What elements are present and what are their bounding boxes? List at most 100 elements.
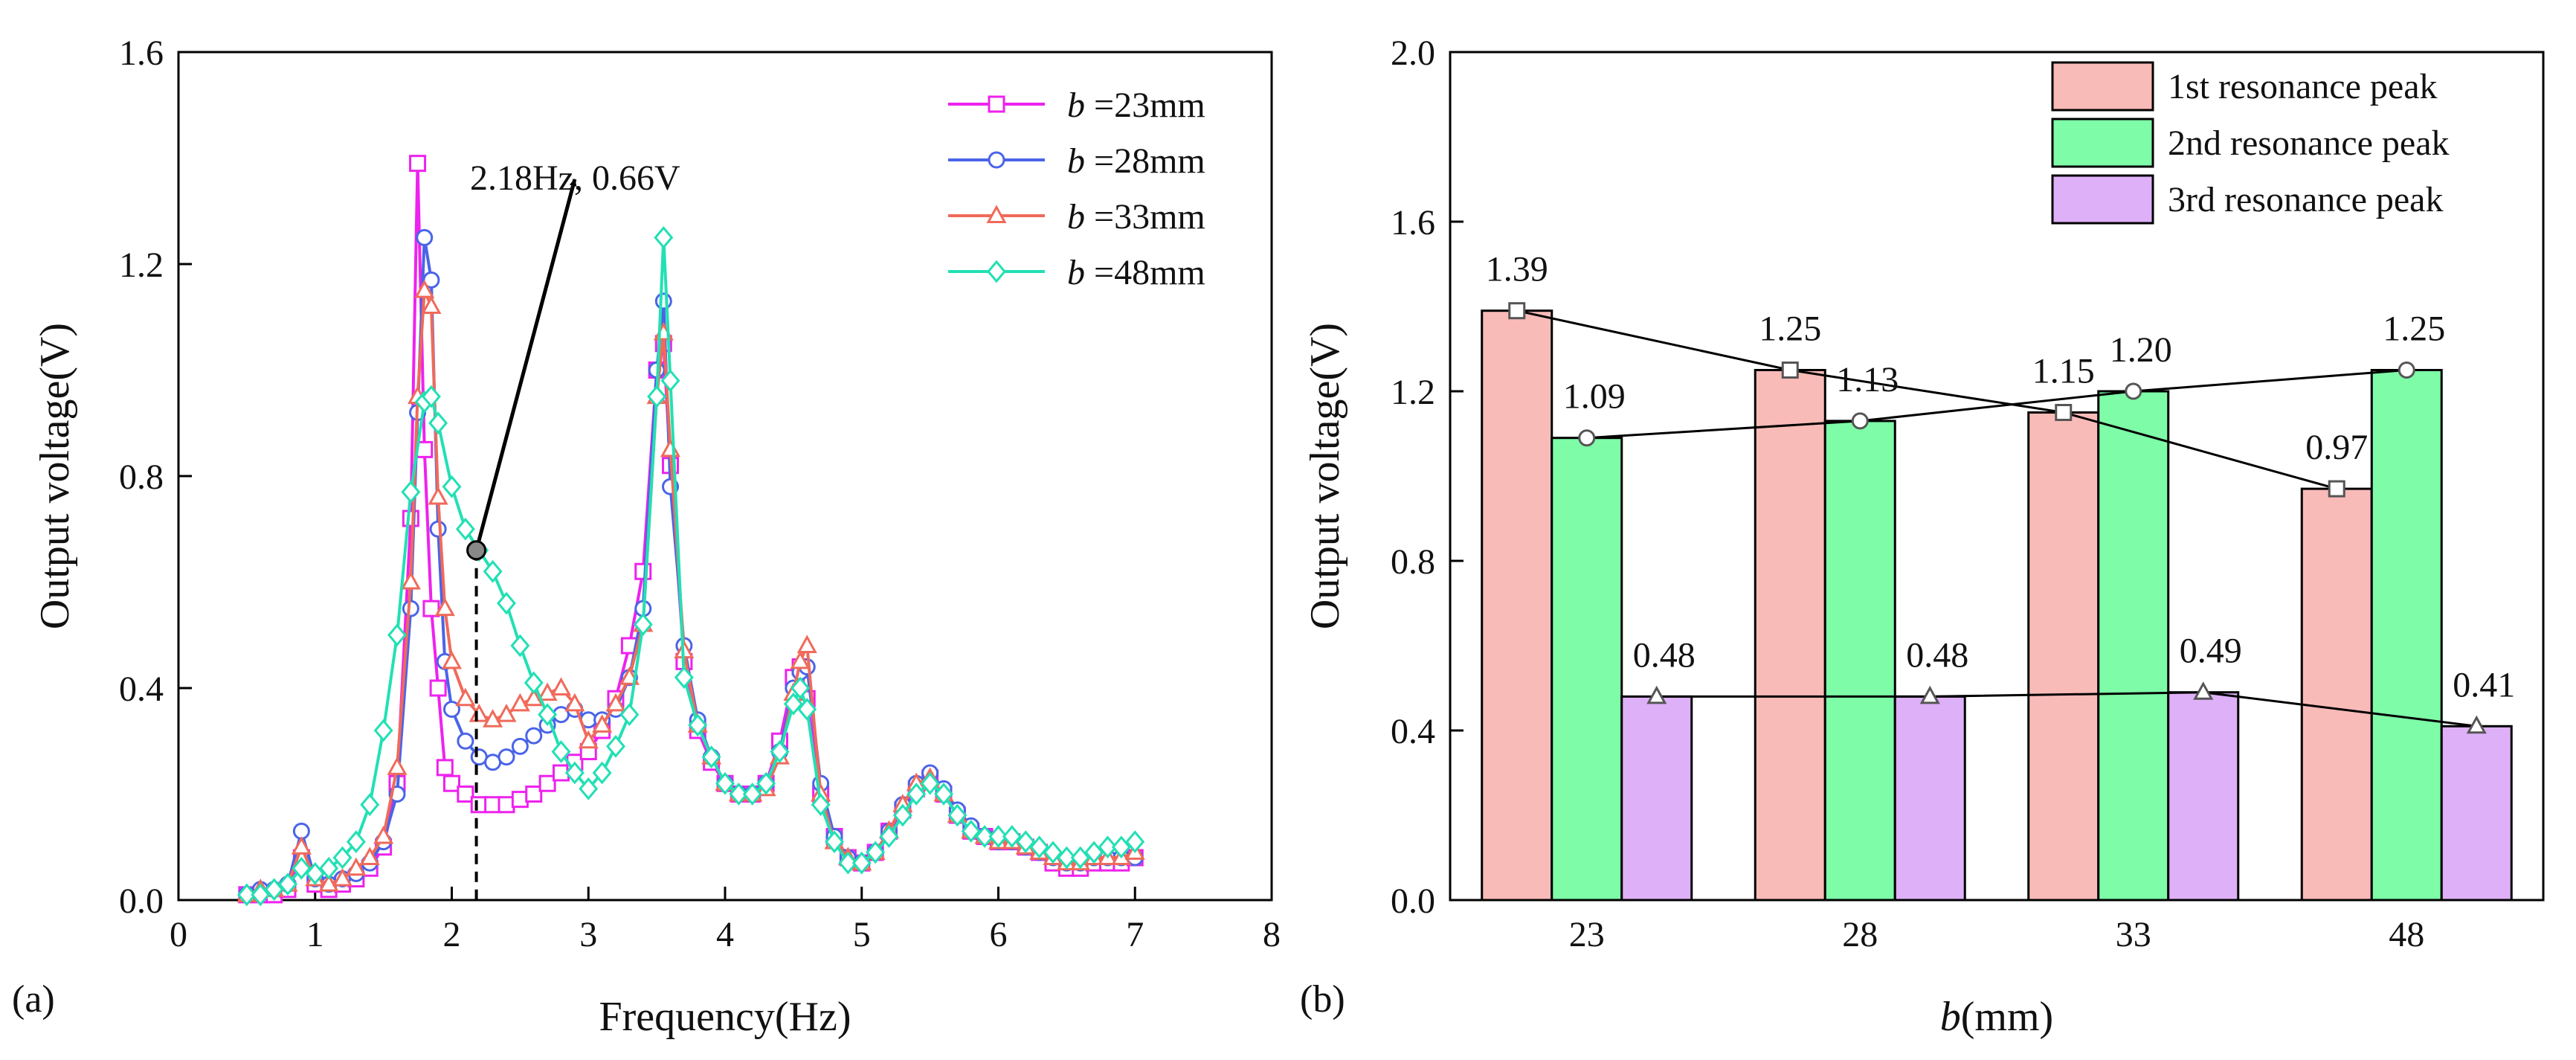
legend-entry-a: b =48mm [948,253,1205,292]
trend-point [1646,685,1667,704]
legend-label-var: b [1067,253,1085,292]
trend-point [2466,715,2487,734]
y-tick-label-b: 0.4 [1391,712,1435,751]
series-point [551,740,571,763]
trend-lines-group-b [1508,302,2487,734]
bar-2-33 [2097,390,2170,902]
trend-point [1508,302,1526,320]
series-point [825,830,844,853]
series-point [892,803,912,827]
series-point [497,591,516,615]
legend-label-a: b =48mm [1067,253,1205,292]
x-tick-label-a: 8 [1263,915,1281,954]
bar-3-33 [2167,691,2240,902]
legend-label-var: b [1067,86,1085,125]
legend-label-var: b [1067,197,1085,237]
series-point [660,369,680,393]
bar-1-23 [1481,309,1553,902]
series-point [524,687,544,707]
data-labels-group-b: 1.39 1.25 1.15 0.97 1.09 1.13 1.20 1.25 0.48 0.48… [1486,250,2516,705]
series-point [332,867,353,887]
series-point [578,730,599,749]
y-tick-label-b: 2.0 [1391,33,1435,73]
series-point [538,774,556,792]
series-point [402,600,419,617]
series-line [246,236,1136,896]
series-point [421,295,442,314]
axis-ticks-b: 0.0 0.4 0.8 1.2 1.6 2.0 23 28 33 48 [1391,33,2424,954]
bar-2-28 [1823,420,1896,902]
series-point [434,597,455,617]
series-point [443,701,460,718]
annotation-arrow [474,179,577,551]
data-label: 1.20 [2110,330,2172,370]
series-point [633,613,653,636]
series-point [790,650,811,669]
series-point [457,786,474,803]
series-point [592,761,612,785]
series-point [579,777,599,800]
data-label: 0.49 [2180,632,2242,671]
series-point [251,883,271,907]
series-point [455,517,475,541]
series-point [1084,841,1104,864]
series-line [246,289,1136,896]
series-point [509,693,530,712]
data-label: 1.13 [1836,360,1899,399]
legend-label-value: =48mm [1085,253,1205,292]
series-point [688,713,708,737]
trend-point [2125,382,2142,400]
annotation-point [466,540,487,561]
chart-panel-a: 0 1 2 3 4 5 6 7 8 0.0 0.4 0.8 1.2 1.6 2.18Hz, 0.66V b… [12,33,1281,1040]
series-point [961,820,981,843]
x-tick-label-b: 48 [2389,915,2424,954]
series-point [783,693,803,716]
series-point [907,783,927,806]
series-point [428,411,448,435]
series-point [236,883,257,907]
bar-2-23 [1551,437,1623,902]
series-point [443,774,460,792]
series-point [442,475,462,498]
legend-marker [986,205,1007,223]
series-point [455,687,476,707]
series-point [422,600,440,617]
trend-line-1 [1516,309,2337,490]
series-point [770,740,790,763]
series-48mm-line [236,226,1145,907]
series-point [796,635,817,653]
series-point [436,759,454,777]
x-axis-title-b: b(mm) [1940,994,2053,1040]
series-point [838,851,858,875]
series-point [525,727,543,745]
series-point [975,825,995,848]
data-label: 0.48 [1906,635,1968,675]
series-point [654,292,672,310]
y-axis-title-a: Output voltage(V) [32,323,78,629]
bar-1-28 [1754,369,1826,902]
series-point [715,771,735,795]
series-point [1057,846,1077,870]
series-point [483,709,503,727]
trend-point [2055,404,2073,421]
y-tick-label-b: 1.6 [1391,203,1435,242]
series-point [605,693,626,712]
series-point [920,771,940,795]
x-tick-label-b: 33 [2116,915,2151,954]
chart-panel-b: 0.00.40.81.21.62.023 28 33 48 1.391.251.150… [1300,33,2545,1040]
x-axis-title-b-unit: (mm) [1961,994,2053,1040]
legend-entry-a: b =33mm [948,197,1205,237]
series-point [619,703,640,726]
series-point [524,671,544,695]
y-tick-label-b: 0.0 [1391,881,1435,921]
series-point [387,623,407,647]
series-point [1002,825,1022,848]
series-point [360,793,380,817]
legend-entry-a: b =23mm [948,86,1205,125]
series-point [416,228,434,246]
series-point [387,757,408,775]
x-tick-label-a: 1 [306,915,324,954]
series-point [414,280,435,298]
series-point [346,830,366,853]
series-point [729,783,749,806]
